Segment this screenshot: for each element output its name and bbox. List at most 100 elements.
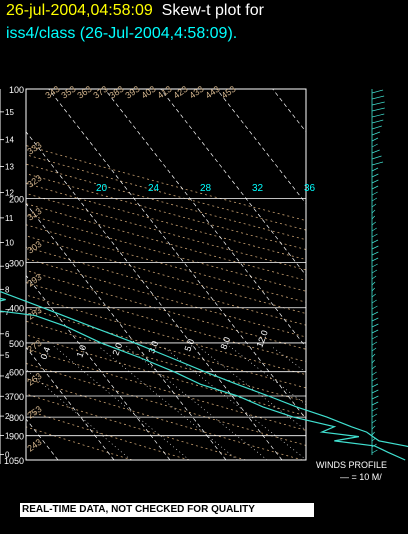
wind-barb [371,371,377,376]
quality-notice: REAL-TIME DATA, NOT CHECKED FOR QUALITY [20,503,314,517]
wind-barb [371,419,377,424]
height-tick-label: 11 [5,214,14,223]
dry-adiabat-label: 293 [25,272,43,289]
wind-barb [371,299,377,304]
wind-barb [371,293,376,298]
isotherm-line [104,89,306,348]
wind-barb [371,413,378,418]
mixing-ratio-dashed-label: 12.0 [254,329,269,349]
height-tick-label: 3 [5,392,10,401]
height-tick-label: 0 [5,450,10,459]
height-tick-label: 15 [5,108,14,117]
wind-barb [371,125,382,130]
mixing-ratio-line [26,368,131,460]
dry-adiabat-line [26,348,306,431]
dry-adiabat-line [26,193,306,271]
wind-barb [371,437,376,442]
wind-barb [371,95,385,100]
mixing-ratio-dashed-label: 5.0 [182,338,196,353]
dry-adiabat-label: 263 [25,371,43,388]
mixing-ratio-dashed-label: 3.0 [146,340,160,355]
isotherm-line [26,131,283,460]
wind-barb [371,161,384,166]
pressure-tick-label: 100 [9,85,24,95]
wind-barb [371,323,379,328]
wind-barb [371,185,379,190]
wind-barb [371,227,377,232]
pressure-tick-label: 400 [9,304,24,314]
wind-barb [371,365,376,370]
wind-barb [371,251,379,256]
mixing-ratio-line [125,345,268,460]
mixing-ratio-line [197,345,306,431]
wind-barb [371,347,377,352]
wind-barb [371,425,376,430]
wind-barb [371,209,376,214]
height-tick-label: 6 [5,330,10,339]
isotherm-line [26,346,115,460]
pressure-tick-label: 600 [9,368,24,378]
pressure-tick-label: 1050 [4,456,24,466]
wind-barb [371,203,377,208]
wind-barb [371,311,379,316]
plot-area [26,89,306,460]
wind-barb [371,287,376,292]
wind-barb [371,89,384,94]
wind-barb [371,257,379,262]
wind-barb [371,443,377,448]
mixing-ratio-label: 28 [200,183,212,194]
wind-barb [371,335,378,340]
dewpoint-profile-line [0,297,406,461]
height-tick-label: 12 [5,189,14,198]
isotherm-line [26,203,227,460]
winds-scale-label: — = 10 M/ [340,472,382,482]
dry-adiabat-label: 323 [25,173,43,190]
mixing-ratio-dashed-label: 0.4 [38,346,52,361]
isotherm-line [26,274,171,460]
title-suffix-text: Skew-t plot for [161,2,264,19]
pressure-tick-label: 700 [9,392,24,402]
dry-adiabat-line [26,163,306,241]
wind-barb [371,341,378,346]
wind-barb [371,137,379,142]
wind-barb [371,407,378,412]
dry-adiabat-label: 243 [25,437,43,454]
mixing-ratio-dashed-label: 8.0 [218,336,232,351]
wind-barb [371,353,376,358]
height-tick-label: 14 [5,136,14,145]
mixing-ratio-line [229,345,306,406]
wind-barb [371,449,378,454]
wind-barb [371,239,379,244]
wind-barb [371,191,378,196]
isotherm-line [216,89,306,205]
pressure-tick-label: 900 [9,432,24,442]
height-tick-label: 13 [5,163,14,172]
wind-barb [371,245,379,250]
height-tick-label: 1 [5,431,10,440]
chart-subtitle: iss4/class (26-Jul-2004,4:58:09). [6,25,238,42]
pressure-tick-label: 500 [9,339,24,349]
dry-adiabat-line [26,294,306,376]
height-tick-label: 9 [5,262,10,271]
wind-barb [371,113,385,118]
wind-barb [371,233,378,238]
wind-barb [371,173,379,178]
wind-barb [371,149,380,154]
pressure-tick-label: 300 [9,258,24,268]
height-tick-label: 5 [5,351,10,360]
wind-barb [371,359,375,364]
wind-barb [371,167,379,172]
wind-barb [371,179,379,184]
winds-profile-label: WINDS PROFILE [316,460,388,470]
dry-adiabat-line [26,362,306,446]
wind-barb [371,275,377,280]
isotherm-line [272,89,306,133]
dry-adiabat-label: 453 [219,84,237,101]
height-tick-label: 8 [5,285,10,294]
isotherm-line [160,89,306,276]
isotherm-line [48,89,306,420]
wind-barb [371,101,385,106]
dry-adiabat-label: 333 [25,140,43,157]
wind-barb [371,131,381,136]
